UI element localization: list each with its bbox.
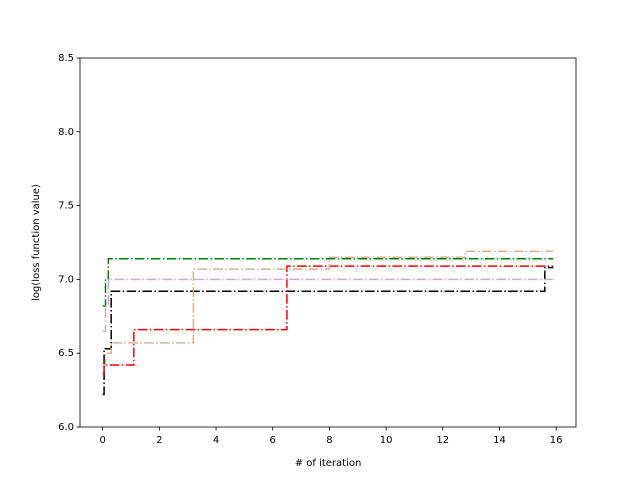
x-axis-label: # of iteration <box>295 458 362 469</box>
y-tick-label: 8.5 <box>58 53 74 64</box>
series-line <box>102 257 554 307</box>
y-tick-label: 6.5 <box>58 348 74 359</box>
x-tick-label: 14 <box>493 435 506 446</box>
y-tick-label: 8.0 <box>58 127 74 138</box>
axes-frame <box>79 57 577 428</box>
y-tick-label: 6.0 <box>58 422 74 433</box>
x-tick-label: 4 <box>213 435 219 446</box>
x-tick-label: 6 <box>270 435 276 446</box>
x-tick-label: 12 <box>436 435 449 446</box>
x-tick-label: 16 <box>550 435 563 446</box>
series-line <box>102 278 554 332</box>
x-tick-label: 2 <box>156 435 162 446</box>
x-tick-label: 10 <box>380 435 393 446</box>
y-tick-label: 7.5 <box>58 201 74 212</box>
y-tick-label: 7.0 <box>58 274 74 285</box>
y-axis-label: log(loss function value) <box>31 184 42 301</box>
series-line <box>102 250 554 366</box>
x-tick-label: 0 <box>99 435 105 446</box>
series-line <box>102 265 554 375</box>
series-line <box>102 266 554 396</box>
x-tick-label: 8 <box>326 435 332 446</box>
